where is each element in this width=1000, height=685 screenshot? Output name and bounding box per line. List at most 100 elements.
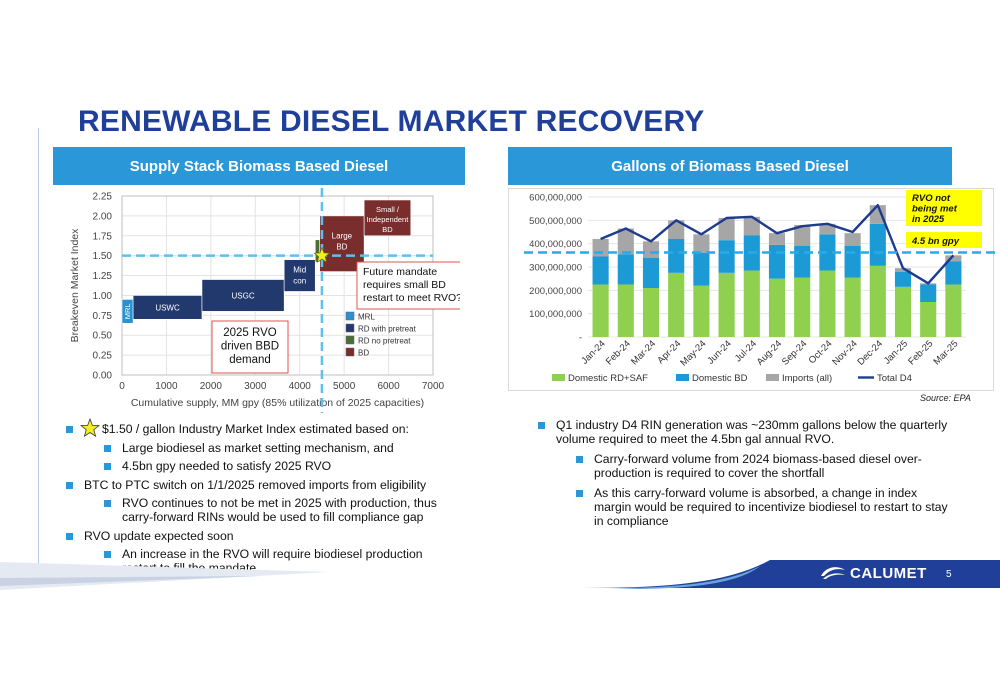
block-label: Small / bbox=[376, 205, 400, 214]
y-tick-label: 1.00 bbox=[93, 291, 113, 302]
block-label: Large bbox=[332, 232, 353, 241]
x-tick-label: 7000 bbox=[422, 381, 445, 392]
rvo-not-met-callout-text: in 2025 bbox=[912, 214, 945, 225]
y-tick-label: 1.75 bbox=[93, 231, 113, 242]
rvo-demand-callout-text: demand bbox=[229, 354, 271, 366]
bullet-icon bbox=[104, 551, 111, 558]
bar-segment bbox=[592, 256, 609, 285]
sub-bullet-text: production is required to cover the shor… bbox=[594, 466, 825, 480]
y-tick-label: 2.25 bbox=[93, 192, 113, 203]
legend-swatch bbox=[766, 374, 779, 381]
legend-label: RD with pretreat bbox=[358, 325, 417, 334]
bar-segment bbox=[844, 277, 861, 337]
rvo-not-met-callout bbox=[906, 190, 982, 226]
bar-segment bbox=[668, 272, 685, 337]
supply-block bbox=[283, 259, 316, 292]
y-tick-label: 300,000,000 bbox=[529, 263, 582, 274]
bar-segment bbox=[642, 288, 660, 337]
gpy-callout-text: 4.5 bn gpy bbox=[911, 236, 960, 247]
bullet-text: Q1 industry D4 RIN generation was ~230mm… bbox=[556, 418, 948, 432]
gallons-header: Gallons of Biomass Based Diesel bbox=[508, 147, 952, 185]
bar-segment bbox=[642, 241, 660, 258]
bar-segment bbox=[794, 277, 811, 337]
y-tick-label: 0.00 bbox=[93, 371, 113, 382]
bar-segment bbox=[920, 302, 937, 337]
bullet-icon bbox=[104, 444, 111, 452]
left-divider bbox=[38, 128, 39, 573]
bar-segment bbox=[819, 223, 836, 235]
x-tick-label: 2000 bbox=[200, 381, 223, 392]
bullet-text: BTC to PTC switch on 1/1/2025 removed im… bbox=[84, 477, 427, 492]
legend-label: BD bbox=[358, 349, 369, 358]
bar-segment bbox=[743, 270, 760, 337]
y-tick-label: 1.25 bbox=[93, 271, 113, 282]
future-mandate-callout-text: requires small BD bbox=[363, 279, 446, 291]
right-bullet-list: Q1 industry D4 RIN generation was ~230mm… bbox=[538, 418, 978, 528]
sub-bullet-text: carry-forward RINs would be used to fill… bbox=[122, 510, 424, 524]
block-label: con bbox=[293, 277, 306, 286]
gallons-chart: - 100,000,000 200,000,000 300,000,000 400,00… bbox=[508, 188, 1000, 391]
bar-segment bbox=[718, 272, 735, 337]
y-tick-label: 500,000,000 bbox=[529, 216, 582, 227]
star-marker-icon bbox=[313, 246, 331, 263]
bar-segment bbox=[642, 257, 660, 288]
y-tick-label: 0.75 bbox=[93, 311, 113, 322]
legend-swatch bbox=[345, 311, 355, 321]
bullet-text: $1.50 / gallon Industry Market Index est… bbox=[102, 422, 409, 436]
bullet-icon bbox=[538, 422, 545, 429]
footer-band bbox=[0, 560, 1000, 590]
x-tick-label: 6000 bbox=[377, 381, 400, 392]
legend-swatch bbox=[345, 347, 355, 357]
bar-segment bbox=[945, 284, 962, 337]
sub-bullet-text: Large biodiesel as market setting mechan… bbox=[122, 440, 394, 455]
bar-segment bbox=[768, 278, 786, 337]
sub-bullet-text: As this carry-forward volume is absorbed… bbox=[594, 486, 918, 500]
y-axis-label: Breakeven Market Index bbox=[69, 228, 81, 343]
rvo-demand-callout bbox=[211, 320, 289, 374]
y-tick-label: 0.50 bbox=[93, 331, 113, 342]
legend-label: RD no pretreat bbox=[358, 337, 411, 346]
legend-label: Imports (all) bbox=[782, 373, 832, 384]
left-bullet-list: $1.50 / gallon Industry Market Index est… bbox=[66, 418, 476, 575]
block-label: MRL bbox=[123, 303, 132, 319]
bar-segment bbox=[894, 286, 912, 337]
legend-swatch bbox=[345, 335, 355, 345]
x-tick-label: 0 bbox=[119, 381, 125, 392]
bar-segment bbox=[693, 253, 710, 286]
legend-swatch bbox=[552, 374, 565, 381]
rvo-not-met-callout-text: being met bbox=[912, 204, 958, 215]
bar-segment bbox=[869, 223, 886, 266]
calumet-logo-text: CALUMET bbox=[850, 565, 927, 582]
bullet-icon bbox=[104, 463, 111, 470]
total-d4-line bbox=[600, 204, 955, 285]
y-tick-label: 600,000,000 bbox=[529, 193, 582, 204]
bar-segment bbox=[617, 254, 634, 285]
bar-segment bbox=[894, 271, 912, 287]
block-label: Mid bbox=[293, 266, 306, 275]
bar-segment bbox=[945, 255, 962, 262]
gpy-callout bbox=[906, 232, 982, 248]
sub-bullet-text: in compliance bbox=[594, 514, 669, 528]
bar-segment bbox=[869, 265, 886, 337]
bullet-text: RVO update expected soon bbox=[84, 528, 234, 543]
supply-block bbox=[363, 199, 412, 237]
y-tick-label: 2.00 bbox=[93, 211, 113, 222]
block-label: BD bbox=[382, 225, 393, 234]
bullet-icon bbox=[104, 500, 111, 507]
legend-swatch bbox=[345, 323, 355, 333]
legend-label: Domestic BD bbox=[692, 373, 748, 384]
y-tick-label: 100,000,000 bbox=[529, 309, 582, 320]
legend-swatch bbox=[676, 374, 689, 381]
bar-segment bbox=[718, 218, 735, 241]
bar-segment bbox=[592, 284, 609, 337]
y-tick-label: 200,000,000 bbox=[529, 286, 582, 297]
future-mandate-callout-text: Future mandate bbox=[363, 266, 437, 278]
bar-segment bbox=[819, 270, 836, 337]
bar-segment bbox=[945, 261, 962, 285]
block-label: USGC bbox=[232, 291, 255, 300]
bar-segment bbox=[718, 240, 735, 273]
bullet-icon bbox=[576, 490, 583, 497]
supply-stack-chart: 0.00 0.25 0.50 0.75 1.00 1.25 1.50 1.75 2.00 2.25… bbox=[69, 188, 460, 413]
star-icon bbox=[80, 418, 100, 438]
bar-segment bbox=[768, 233, 786, 245]
